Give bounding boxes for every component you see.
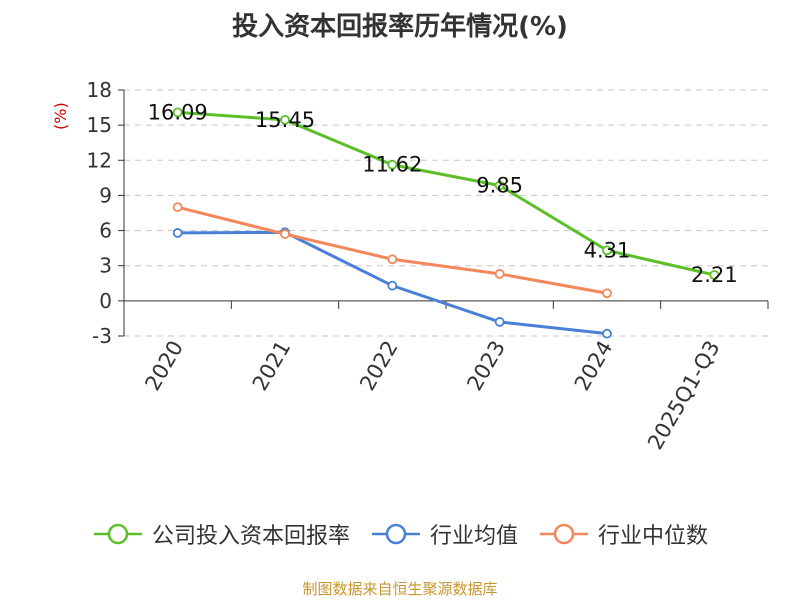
data-point[interactable] bbox=[172, 228, 183, 238]
legend-item-industry-mean[interactable]: 行业均值 bbox=[370, 518, 518, 550]
legend: 公司投入资本回报率 行业均值 行业中位数 bbox=[0, 518, 800, 550]
y-tick-label: 3 bbox=[99, 254, 112, 278]
x-tick-label: 2023 bbox=[462, 336, 510, 394]
y-tick-label: 15 bbox=[87, 113, 112, 137]
data-point[interactable] bbox=[494, 317, 505, 327]
series-lines bbox=[172, 107, 720, 339]
data-point[interactable] bbox=[280, 229, 290, 239]
x-tick-label: 2020 bbox=[140, 337, 188, 395]
series-line-0 bbox=[177, 110, 715, 277]
y-tick-label: 9 bbox=[99, 183, 112, 207]
legend-item-company[interactable]: 公司投入资本回报率 bbox=[92, 518, 350, 550]
data-label: 4.31 bbox=[584, 238, 631, 262]
data-point[interactable] bbox=[172, 107, 183, 118]
x-tick-label: 2024 bbox=[570, 337, 618, 395]
data-point[interactable] bbox=[387, 254, 398, 265]
data-label: 11.62 bbox=[362, 153, 422, 177]
chart-title: 投入资本回报率历年情况(%) bbox=[232, 12, 568, 42]
legend-swatch-industry-median bbox=[540, 523, 588, 545]
data-labels: 16.09 15.45 11.62 9.85 4.31 2.21 bbox=[148, 100, 738, 287]
data-point[interactable] bbox=[709, 270, 720, 280]
data-point[interactable] bbox=[494, 269, 505, 279]
x-tick-label: 2025Q1-Q3 bbox=[643, 337, 725, 454]
data-point[interactable] bbox=[602, 328, 612, 339]
x-tick-label: 2022 bbox=[355, 337, 403, 395]
y-tick-label: 18 bbox=[87, 78, 112, 102]
y-tick-labels: 18 15 12 9 6 3 0 -3 bbox=[87, 78, 112, 348]
data-label: 16.09 bbox=[148, 100, 208, 124]
source-note: 制图数据来自恒生聚源数据库 bbox=[302, 580, 498, 598]
data-label: 2.21 bbox=[691, 263, 738, 287]
data-point[interactable] bbox=[602, 245, 612, 256]
gridlines bbox=[124, 89, 768, 337]
data-point[interactable] bbox=[280, 114, 290, 125]
legend-label-industry-median: 行业中位数 bbox=[598, 524, 709, 549]
data-point[interactable] bbox=[494, 180, 505, 191]
data-label: 9.85 bbox=[476, 173, 523, 197]
legend-swatch-company bbox=[93, 523, 142, 545]
data-point[interactable] bbox=[602, 288, 612, 299]
data-point[interactable] bbox=[387, 280, 398, 291]
legend-label-industry-mean: 行业均值 bbox=[429, 524, 518, 549]
legend-item-industry-median[interactable]: 行业中位数 bbox=[538, 518, 708, 550]
x-tick-labels: 2020 2021 2022 2023 2024 2025Q1-Q3 bbox=[140, 336, 724, 453]
series-line-2 bbox=[177, 205, 608, 295]
y-axis-label: (%) bbox=[51, 102, 70, 130]
y-tick-label: 6 bbox=[99, 219, 112, 243]
axes bbox=[118, 89, 769, 337]
x-tick-label: 2021 bbox=[248, 337, 296, 395]
data-point[interactable] bbox=[172, 202, 183, 213]
data-point[interactable] bbox=[387, 159, 398, 170]
y-tick-label: 0 bbox=[99, 289, 112, 313]
legend-label-company: 公司投入资本回报率 bbox=[151, 524, 350, 549]
legend-swatch-industry-mean bbox=[371, 523, 420, 545]
data-label: 15.45 bbox=[255, 108, 315, 132]
y-tick-label: 12 bbox=[87, 148, 112, 172]
y-tick-label: -3 bbox=[92, 324, 112, 348]
